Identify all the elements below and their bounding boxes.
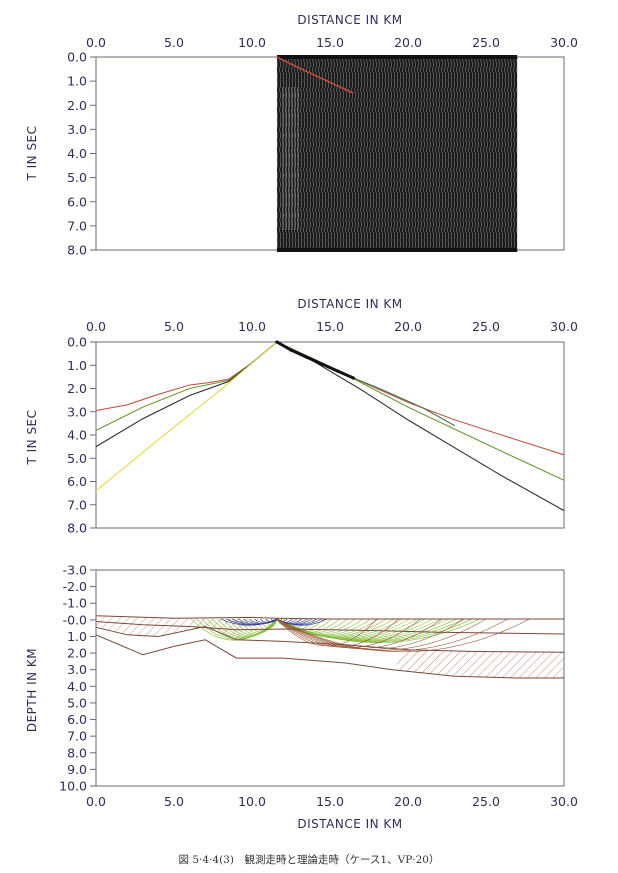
travel-time-x-title: DISTANCE IN KM: [297, 297, 402, 311]
y-tick-label: -0.0: [63, 612, 87, 627]
travel-time-y-title: T IN SEC: [25, 409, 39, 465]
travel-time-series-line: [95, 341, 565, 481]
x-tick-label: 25.0: [472, 35, 500, 50]
y-tick-label: 1.0: [67, 358, 87, 373]
y-tick-label: 1.0: [67, 74, 87, 89]
trace-block: [276, 57, 518, 250]
observed-pick-point: [275, 340, 279, 344]
x-tick-label: 20.0: [394, 35, 422, 50]
shallow-ray: [220, 618, 278, 626]
y-tick-label: 6.0: [67, 194, 87, 209]
record-section-y-title: T IN SEC: [25, 125, 39, 181]
travel-time-y-tick-labels: 0.0 1.0 2.0 3.0 4.0 5.0 6.0 7.0 8.0: [67, 335, 96, 536]
y-tick-label: 3.0: [67, 404, 87, 419]
observed-pick-point: [305, 355, 309, 359]
deep-ray-hatch: [392, 649, 564, 678]
y-tick-label: 1.0: [67, 629, 87, 644]
y-tick-label: 5.0: [67, 170, 87, 185]
x-tick-label: 20.0: [394, 794, 422, 809]
x-tick-label: 15.0: [316, 319, 344, 334]
y-tick-label: -2.0: [63, 579, 87, 594]
trace-top-bar: [276, 55, 518, 59]
y-tick-label: 3.0: [67, 122, 87, 137]
layer-boundary: [95, 634, 564, 679]
y-tick-label: 4.0: [67, 146, 87, 161]
observed-pick-point: [336, 369, 340, 373]
observed-pick-point: [320, 362, 324, 366]
x-tick-label: 0.0: [86, 319, 106, 334]
ray-diagram-y-title: DEPTH IN KM: [25, 648, 39, 732]
y-tick-label: 2.0: [67, 646, 87, 661]
travel-time-series-line: [95, 341, 278, 492]
ray-diagram-x-tick-labels: 0.0 5.0 10.0 15.0 20.0 25.0 30.0: [86, 794, 578, 809]
ray-diagram-frame: [95, 569, 565, 787]
layer-boundary: [95, 621, 565, 635]
y-tick-label: 8.0: [67, 745, 87, 760]
shallow-left-hatch: [96, 615, 252, 640]
x-tick-label: 15.0: [316, 794, 344, 809]
figure-caption: 図 5·4·4(3) 観測走時と理論走時（ケース1、VP·20）: [178, 854, 440, 866]
observed-picks: [276, 340, 355, 380]
travel-time-panel: DISTANCE IN KM 0.0 5.0 10.0 15.0 20.0 25.0 30.…: [25, 297, 578, 536]
x-tick-label: 10.0: [238, 319, 266, 334]
y-tick-label: 3.0: [67, 662, 87, 677]
x-tick-label: 10.0: [238, 794, 266, 809]
y-tick-label: 5.0: [67, 451, 87, 466]
x-tick-label: 10.0: [238, 35, 266, 50]
x-tick-label: 30.0: [550, 794, 578, 809]
ray-diagram-panel: -3.0-2.0-1.0-0.01.02.03.04.05.06.07.08.0…: [25, 563, 578, 832]
ray-diagram-x-title: DISTANCE IN KM: [297, 817, 402, 831]
trace-bottom-bar: [276, 248, 518, 252]
record-section-x-tick-labels: 0.0 5.0 10.0 15.0 20.0 25.0 30.0: [86, 35, 578, 50]
x-tick-label: 5.0: [164, 35, 184, 50]
y-tick-label: 9.0: [67, 762, 87, 777]
travel-time-curves: [95, 340, 565, 512]
x-tick-label: 25.0: [472, 794, 500, 809]
y-tick-label: 0.0: [67, 50, 87, 65]
y-tick-label: 4.0: [67, 428, 87, 443]
y-tick-label: 2.0: [67, 381, 87, 396]
layer-boundary: [95, 615, 564, 620]
record-section-y-tick-labels: 0.0 1.0 2.0 3.0 4.0 5.0 6.0 7.0 8.0: [67, 50, 96, 258]
travel-time-x-tick-labels: 0.0 5.0 10.0 15.0 20.0 25.0 30.0: [86, 319, 578, 334]
y-tick-label: 6.0: [67, 474, 87, 489]
travel-time-frame: [95, 341, 565, 529]
x-tick-label: 5.0: [164, 319, 184, 334]
x-tick-label: 20.0: [394, 319, 422, 334]
y-tick-label: 8.0: [67, 243, 87, 258]
picked-first-arrivals: [276, 56, 354, 94]
layer-boundary: [95, 625, 565, 653]
y-tick-label: 7.0: [67, 218, 87, 233]
y-tick-label: 7.0: [67, 729, 87, 744]
y-tick-label: -1.0: [63, 596, 87, 611]
y-tick-label: 8.0: [67, 521, 87, 536]
observed-pick-point: [289, 348, 293, 352]
travel-time-series-line: [95, 341, 565, 456]
y-tick-label: 7.0: [67, 497, 87, 512]
y-tick-label: 4.0: [67, 679, 87, 694]
record-section-traces: [276, 55, 518, 252]
y-tick-label: 6.0: [67, 712, 87, 727]
observed-pick-point: [351, 376, 355, 380]
x-tick-label: 0.0: [86, 35, 106, 50]
y-tick-label: -3.0: [63, 563, 87, 578]
ray-diagram-body: [95, 615, 565, 679]
x-tick-label: 25.0: [472, 319, 500, 334]
ray-diagram-y-tick-labels: -3.0-2.0 -1.0-0.0 1.0 2.03.0 4.05.0 6.0 7.08.0…: [59, 563, 96, 794]
x-tick-label: 30.0: [550, 319, 578, 334]
x-tick-label: 5.0: [164, 794, 184, 809]
y-tick-label: 0.0: [67, 335, 87, 350]
record-section-panel: DISTANCE IN KM 0.0 5.0 10.0 15.0 20.0 25.0 30.…: [25, 13, 578, 258]
y-tick-label: 2.0: [67, 98, 87, 113]
y-tick-label: 5.0: [67, 695, 87, 710]
y-tick-label: 10.0: [59, 779, 87, 794]
x-tick-label: 0.0: [86, 794, 106, 809]
record-section-x-title: DISTANCE IN KM: [297, 13, 402, 27]
x-tick-label: 30.0: [550, 35, 578, 50]
x-tick-label: 15.0: [316, 35, 344, 50]
